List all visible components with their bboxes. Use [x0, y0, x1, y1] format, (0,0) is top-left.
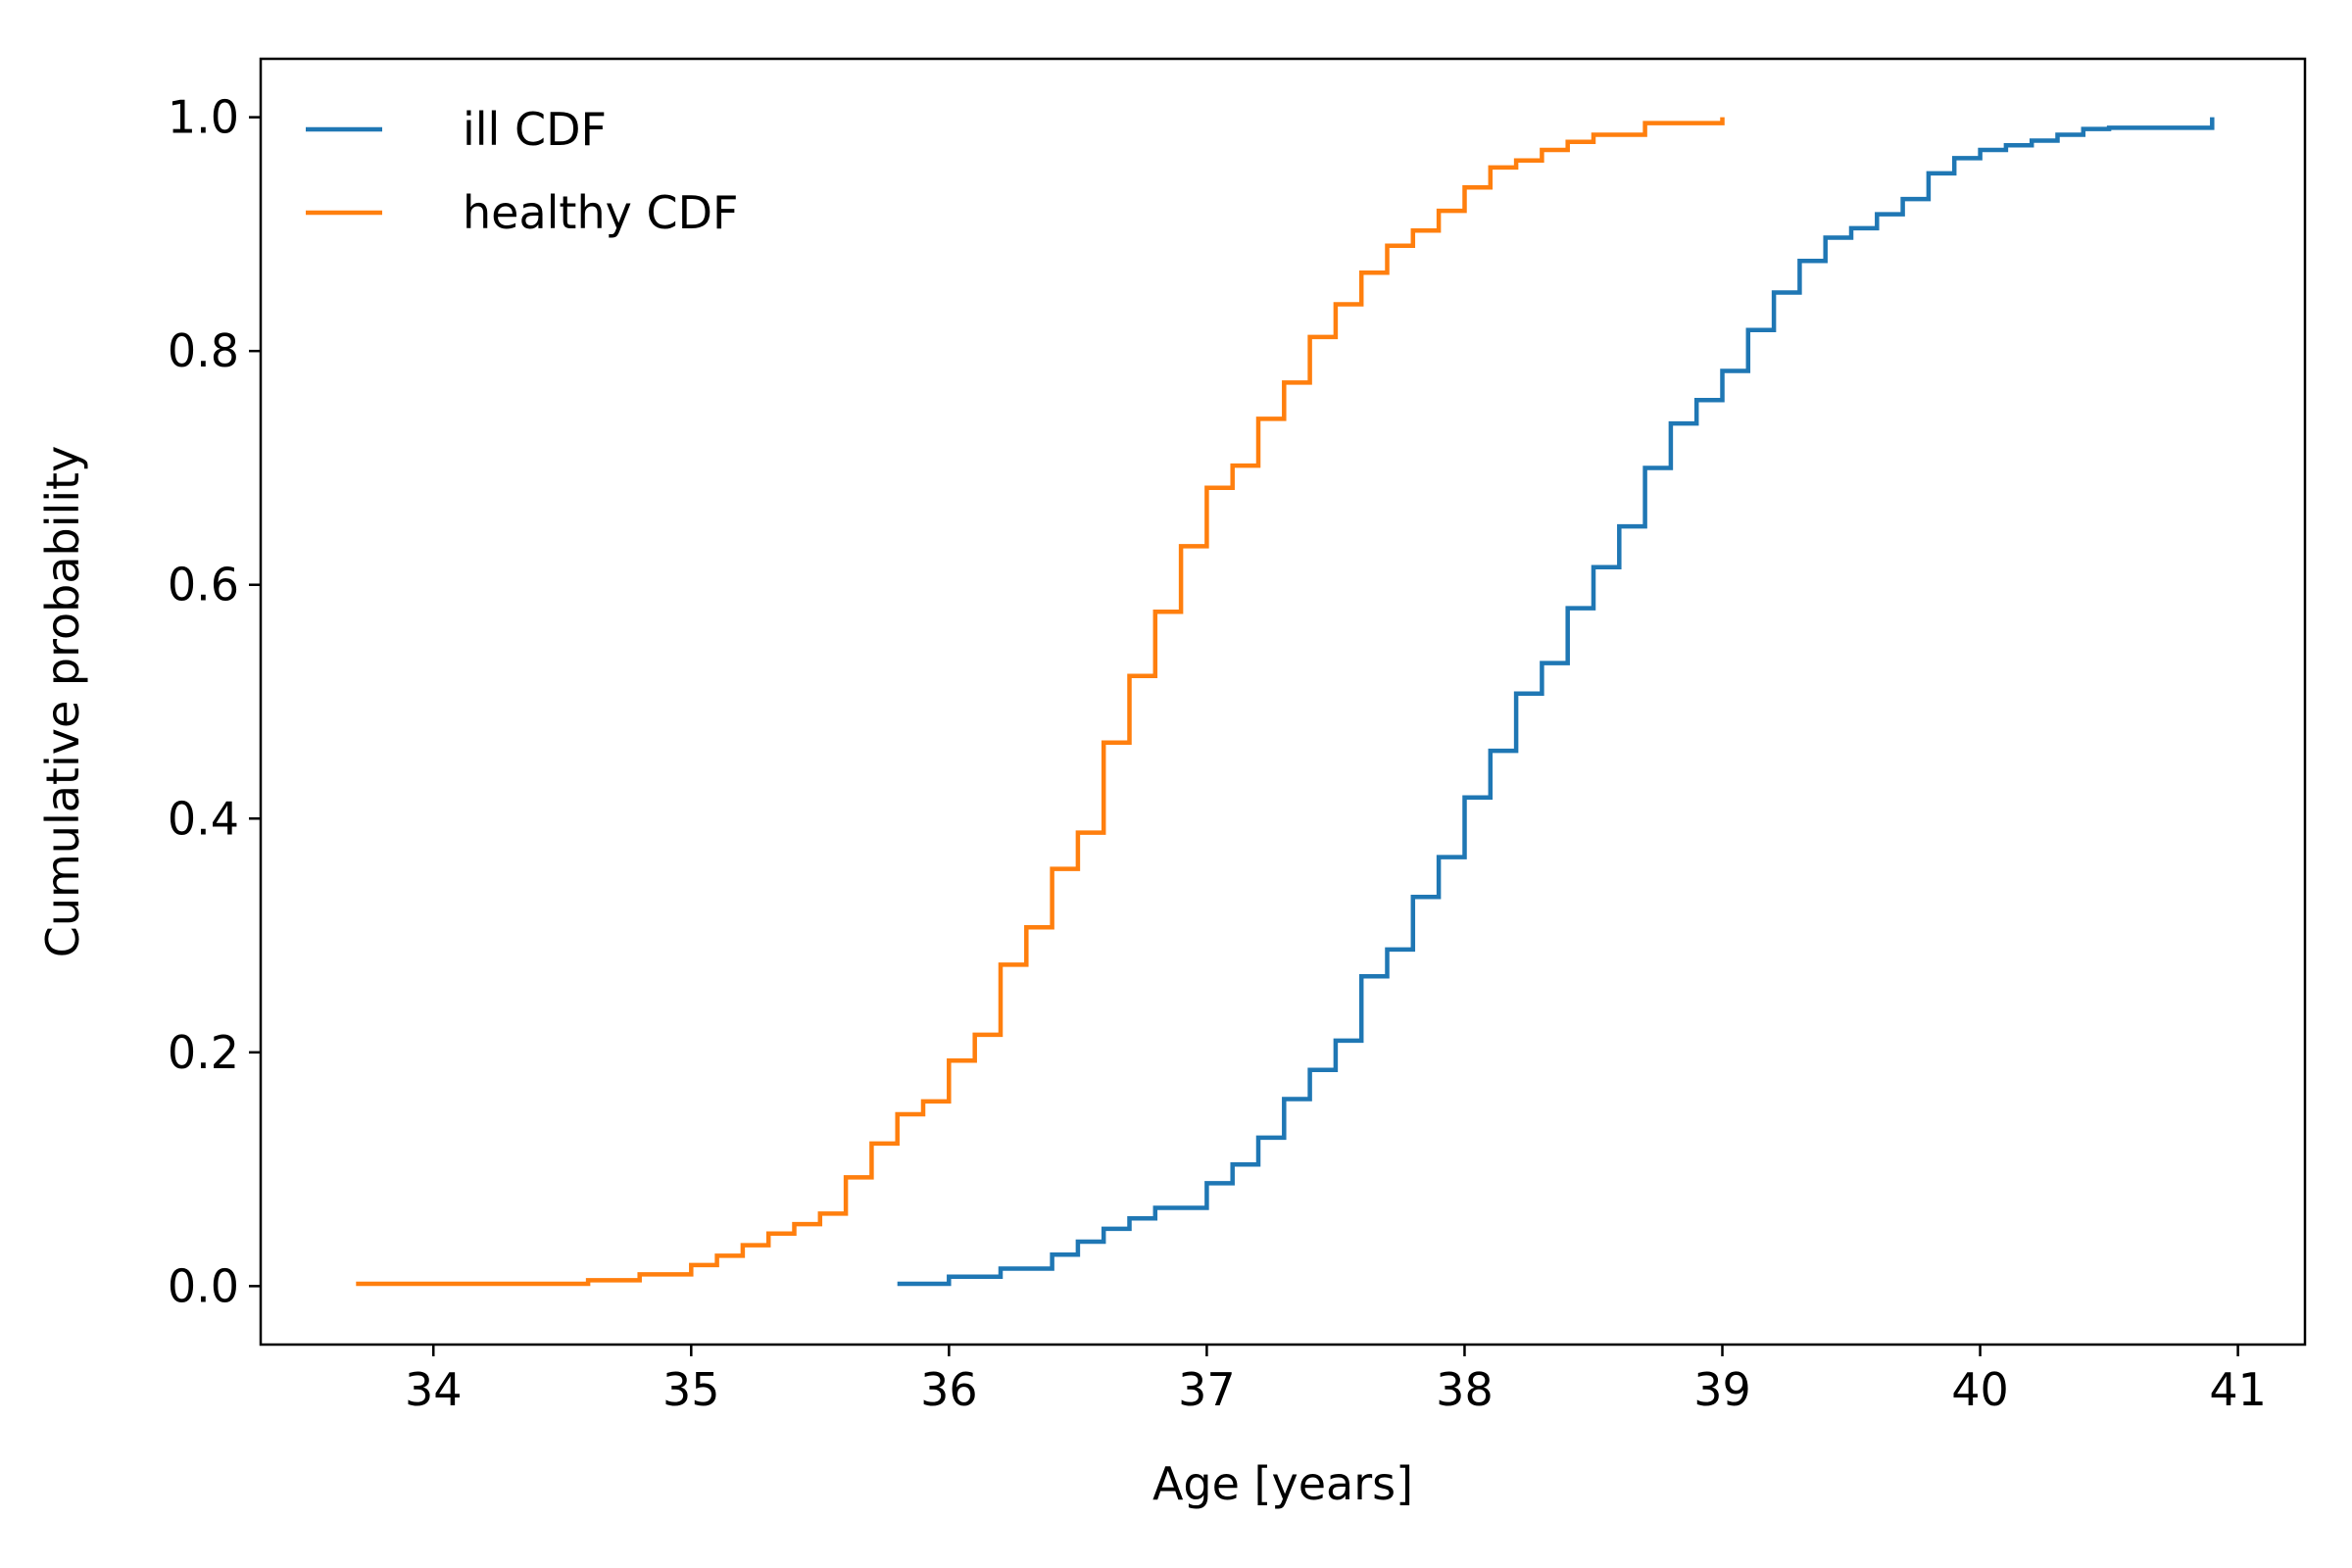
- y-tick-label: 1.0: [168, 91, 239, 144]
- x-tick-label: 39: [1693, 1363, 1751, 1416]
- y-tick-label: 0.8: [168, 324, 239, 377]
- legend-label-1: healthy CDF: [463, 186, 738, 239]
- x-axis-title: Age [years]: [1152, 1457, 1413, 1510]
- legend: ill CDF healthy CDF: [306, 103, 738, 239]
- series-line-0: [897, 117, 2215, 1287]
- plot-frame: [259, 57, 2307, 1347]
- y-tick-label: 0.6: [168, 559, 239, 612]
- legend-label-0: ill CDF: [463, 103, 607, 156]
- x-tick-label: 41: [2209, 1363, 2267, 1416]
- y-tick-label: 0.0: [168, 1259, 239, 1312]
- x-tick-label: 35: [662, 1363, 720, 1416]
- series-line-1: [356, 117, 1725, 1287]
- x-tick-label: 37: [1178, 1363, 1236, 1416]
- x-tick-label: 38: [1436, 1363, 1494, 1416]
- x-axis: 34 35 36 37 38 39 40 41: [405, 1345, 2267, 1416]
- y-tick-label: 0.2: [168, 1026, 239, 1079]
- series-layer: [356, 117, 2215, 1287]
- x-tick-label: 36: [920, 1363, 978, 1416]
- x-tick-label: 40: [1951, 1363, 2009, 1416]
- y-tick-label: 0.4: [168, 792, 239, 845]
- y-axis-title: Cumulative probability: [36, 446, 89, 958]
- y-axis: 0.0 0.2 0.4 0.6 0.8 1.0: [168, 91, 261, 1312]
- x-tick-label: 34: [405, 1363, 463, 1416]
